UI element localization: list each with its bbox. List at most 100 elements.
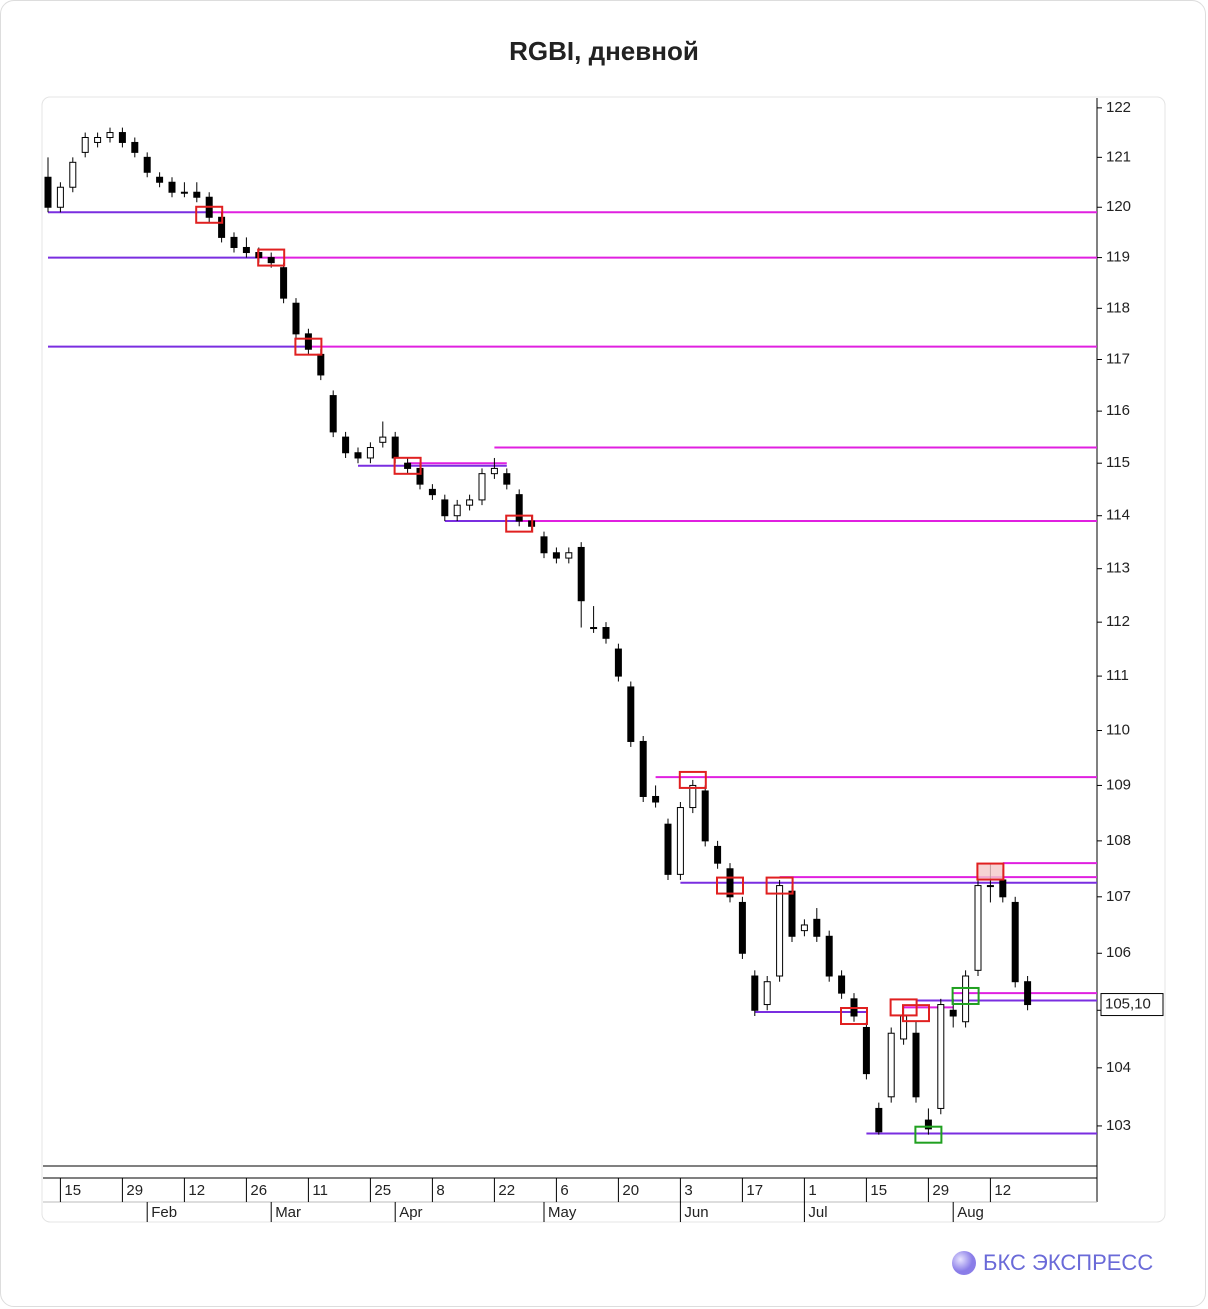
candle-body: [738, 901, 746, 954]
candle-body: [515, 494, 523, 522]
candle-body: [924, 1119, 932, 1130]
marker-box: [902, 1004, 930, 1023]
y-tick-label: 106: [1106, 944, 1131, 961]
candle-body: [453, 504, 461, 517]
x-tick-label: 15: [870, 1182, 887, 1199]
logo-text: БКС ЭКСПРЕСС: [983, 1250, 1153, 1275]
candle-body: [193, 191, 201, 198]
candle-body: [118, 132, 126, 143]
candle-body: [404, 462, 412, 469]
x-tick-label: 26: [250, 1182, 267, 1199]
candle-body: [862, 1026, 870, 1075]
candle-body: [949, 1009, 957, 1017]
marker-box: [294, 337, 323, 356]
last-value-label: 105,10: [1105, 996, 1151, 1013]
candle-body: [614, 648, 622, 677]
marker-box: [951, 986, 980, 1005]
y-tick-label: 122: [1106, 99, 1131, 116]
y-tick-label: 112: [1106, 613, 1130, 630]
marker-box: [976, 862, 1005, 881]
x-tick-label: 3: [684, 1182, 692, 1199]
candle-body: [69, 161, 77, 188]
candle-body: [230, 236, 238, 248]
candle-body: [143, 156, 151, 173]
candle-body: [776, 885, 784, 977]
x-tick-label: 29: [932, 1182, 949, 1199]
x-tick-label: 12: [188, 1182, 205, 1199]
candle-body: [664, 823, 672, 875]
candle-body: [565, 552, 573, 559]
x-tick-label: 29: [126, 1182, 143, 1199]
y-tick-label: 119: [1106, 249, 1130, 266]
chart-frame: [41, 96, 1166, 1223]
y-tick-label: 110: [1106, 721, 1130, 738]
candle-body: [627, 686, 635, 742]
y-tick-label: 115: [1106, 454, 1130, 471]
x-tick-label: 12: [994, 1182, 1011, 1199]
candle-body: [292, 302, 300, 335]
candle-body: [937, 1004, 945, 1109]
marker-box: [914, 1125, 943, 1144]
candle-body: [329, 395, 337, 433]
x-tick-label: 11: [312, 1182, 328, 1199]
marker-box: [840, 1007, 868, 1026]
y-tick-label: 120: [1106, 198, 1131, 215]
y-tick-label: 114: [1106, 507, 1130, 524]
candle-body: [391, 436, 399, 459]
candle-body: [590, 627, 598, 630]
candle-body: [875, 1107, 883, 1133]
candle-body: [56, 186, 64, 208]
marker-box: [765, 876, 794, 895]
candle-body: [552, 552, 560, 559]
candle-body: [912, 1032, 920, 1098]
marker-box: [716, 876, 744, 895]
candle-body: [44, 176, 52, 208]
candle-body: [726, 868, 734, 898]
candle-body: [813, 918, 821, 937]
chart-title: RGBI, дневной: [509, 36, 699, 66]
x-tick-label: 1: [808, 1182, 816, 1199]
candle-body: [242, 246, 250, 254]
x-tick-label: 25: [374, 1182, 391, 1199]
candle-body: [317, 353, 325, 376]
candle-body: [478, 473, 486, 501]
candle-body: [366, 447, 374, 459]
candle-body: [428, 488, 436, 496]
candle-body: [131, 141, 139, 153]
y-tick-label: 111: [1106, 667, 1129, 684]
y-tick-label: 116: [1106, 402, 1130, 419]
candle-body: [962, 975, 970, 1023]
y-tick-label: 103: [1106, 1117, 1131, 1134]
marker-box: [393, 456, 422, 475]
month-label: Jun: [684, 1204, 708, 1221]
candle-body: [441, 499, 449, 517]
candle-body: [751, 975, 759, 1011]
candle-body: [1024, 981, 1032, 1006]
candle-body: [354, 452, 362, 459]
month-label: Apr: [399, 1204, 422, 1221]
candle-body: [999, 879, 1007, 898]
marker-box: [195, 205, 224, 224]
candle-body: [701, 790, 709, 842]
candle-body: [788, 890, 796, 937]
candle-body: [490, 467, 498, 475]
y-tick-label: 121: [1106, 148, 1131, 165]
x-tick-label: 22: [498, 1182, 515, 1199]
candle-body: [267, 257, 275, 264]
marker-box: [505, 514, 534, 533]
logo-icon: [952, 1251, 976, 1275]
month-label: Mar: [275, 1204, 301, 1221]
candle-body: [304, 333, 312, 350]
y-tick-label: 108: [1106, 832, 1131, 849]
candle-body: [974, 885, 982, 971]
x-tick-label: 8: [436, 1182, 444, 1199]
candle-body: [763, 981, 771, 1006]
last-value-box: [1100, 993, 1164, 1017]
candle-body: [986, 885, 994, 888]
candle-body: [652, 795, 660, 803]
y-tick-label: 107: [1106, 888, 1131, 905]
candle-body: [676, 807, 684, 875]
y-tick-label: 117: [1106, 350, 1130, 367]
